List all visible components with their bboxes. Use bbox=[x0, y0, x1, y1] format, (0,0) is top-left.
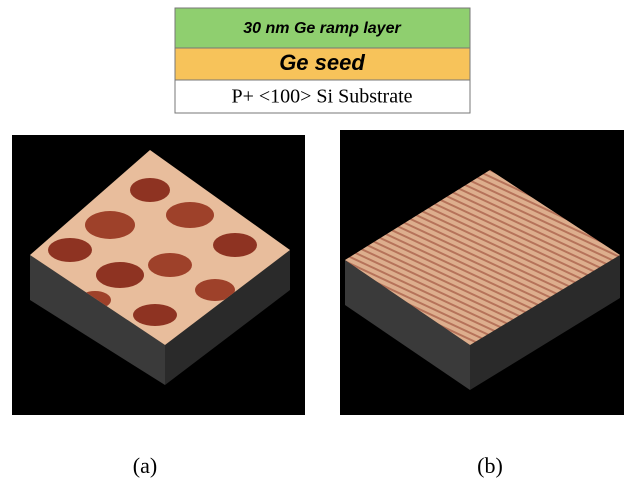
afm-image-b bbox=[340, 130, 624, 415]
figure: 30 nm Ge ramp layer Ge seed P+ <100> Si … bbox=[0, 0, 626, 491]
layer-label: 30 nm Ge ramp layer bbox=[243, 20, 401, 37]
layer-label: P+ <100> Si Substrate bbox=[231, 86, 412, 108]
panel-label: (a) bbox=[133, 453, 157, 478]
page: 30 nm Ge ramp layer Ge seed P+ <100> Si … bbox=[0, 0, 626, 491]
panel-label: (b) bbox=[477, 453, 503, 478]
layer-stack: 30 nm Ge ramp layer Ge seed P+ <100> Si … bbox=[175, 8, 470, 113]
afm-image-a bbox=[12, 135, 305, 415]
layer-label: Ge seed bbox=[279, 50, 365, 75]
